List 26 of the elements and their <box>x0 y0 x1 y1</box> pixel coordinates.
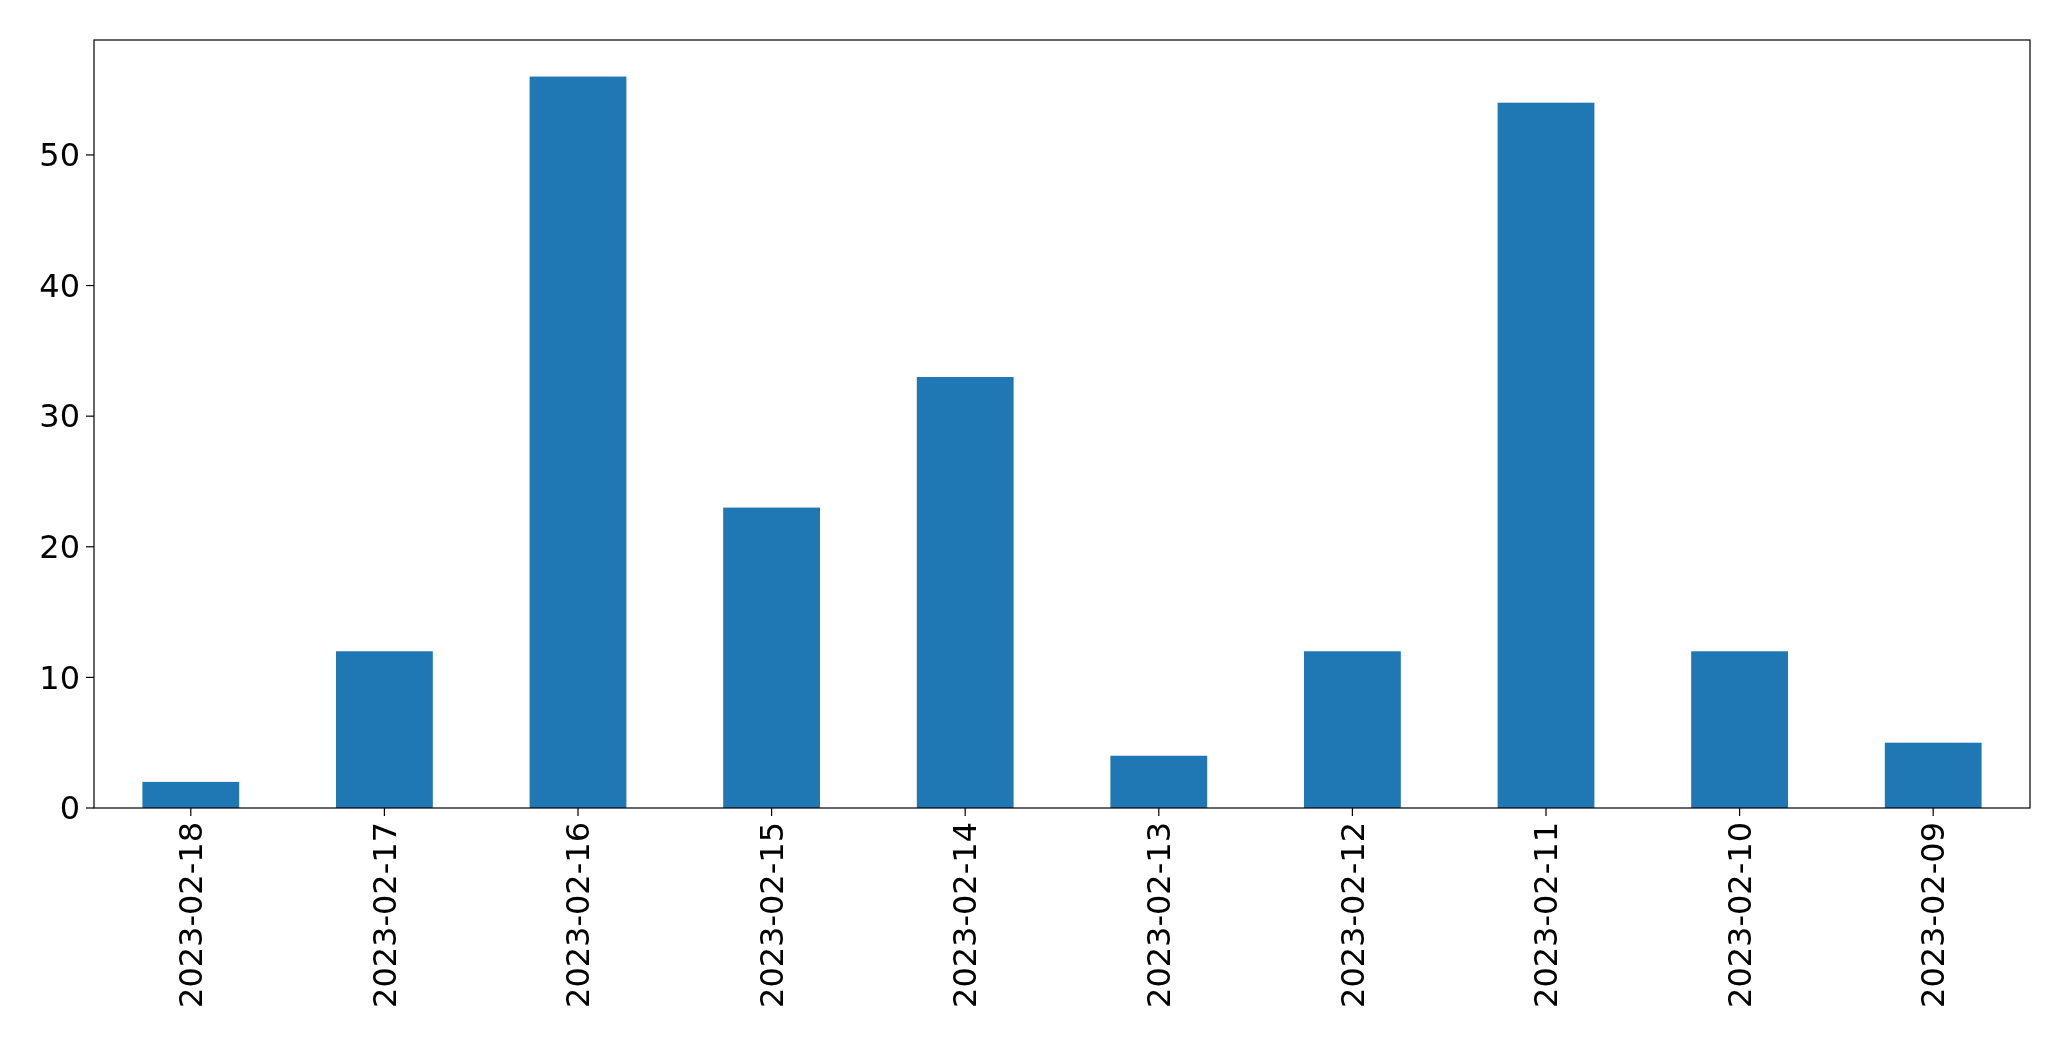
x-tick-label: 2023-02-14 <box>946 822 985 1008</box>
x-tick-label: 2023-02-09 <box>1914 822 1953 1008</box>
y-tick-label: 10 <box>39 658 80 697</box>
x-tick-label: 2023-02-13 <box>1140 822 1178 1008</box>
x-tick-label: 2023-02-10 <box>1720 822 1759 1008</box>
y-tick-label: 0 <box>59 789 80 828</box>
y-tick-label: 50 <box>39 136 80 175</box>
x-tick-label: 2023-02-12 <box>1333 822 1372 1008</box>
x-tick-label: 2023-02-15 <box>752 822 791 1008</box>
x-tick-label: 2023-02-16 <box>559 822 598 1008</box>
x-tick-label: 2023-02-18 <box>172 822 210 1008</box>
bar <box>1304 651 1401 808</box>
bar <box>1691 651 1788 808</box>
bar <box>336 651 433 808</box>
bar <box>723 507 820 808</box>
y-tick-label: 20 <box>39 527 80 566</box>
bar <box>1884 742 1982 808</box>
bar <box>142 781 240 808</box>
y-tick-label: 40 <box>39 266 80 305</box>
x-tick-label: 2023-02-17 <box>365 822 404 1008</box>
bar <box>1497 102 1595 808</box>
bar <box>1110 755 1208 808</box>
bar <box>916 376 1014 808</box>
x-tick-label: 2023-02-11 <box>1527 822 1566 1008</box>
y-tick-label: 30 <box>39 397 80 436</box>
bar <box>529 76 627 808</box>
